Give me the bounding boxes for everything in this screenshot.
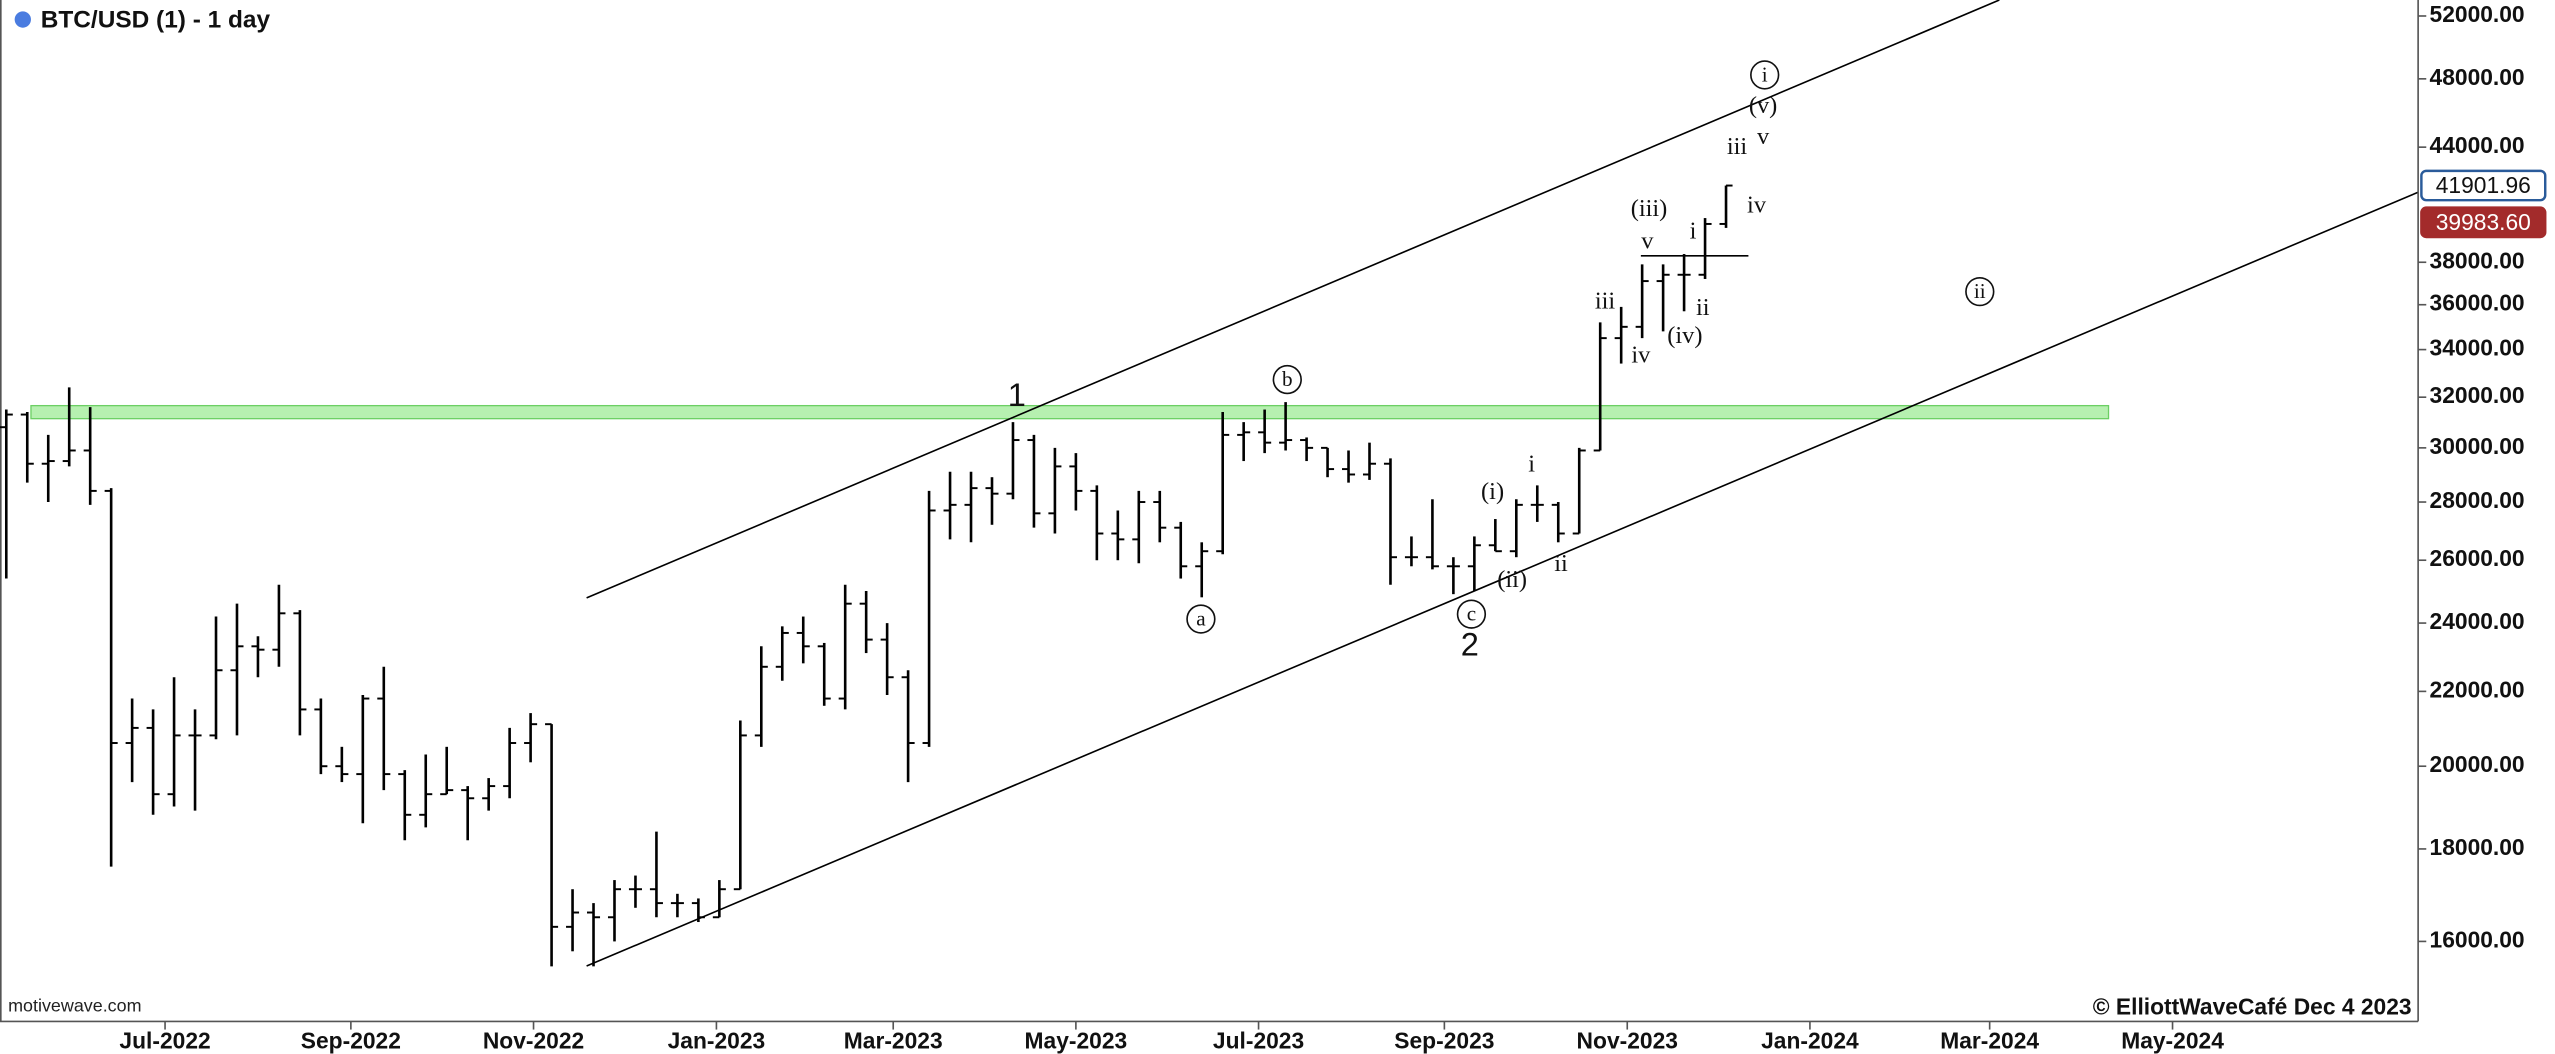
wave-label: v bbox=[1757, 123, 1770, 150]
x-tick-label: Sep-2022 bbox=[301, 1028, 401, 1054]
y-tick-label: 22000.00 bbox=[2430, 676, 2525, 702]
wave-label: iv bbox=[1747, 192, 1767, 219]
x-tick-label: May-2024 bbox=[2121, 1028, 2224, 1054]
wave-label: iii bbox=[1595, 288, 1616, 315]
x-tick-label: Nov-2023 bbox=[1577, 1028, 1678, 1054]
price-bars bbox=[0, 184, 1733, 967]
upper-channel-line bbox=[586, 0, 2000, 599]
x-tick-label: Nov-2022 bbox=[483, 1028, 584, 1054]
wave-label: (ii) bbox=[1497, 566, 1527, 593]
price-label-box bbox=[2420, 206, 2547, 239]
wave-label: (iii) bbox=[1631, 195, 1668, 222]
y-tick-label: 48000.00 bbox=[2430, 64, 2525, 90]
wave-label: ii bbox=[1696, 294, 1710, 321]
lower-channel-line bbox=[586, 191, 2419, 967]
y-tick-label: 52000.00 bbox=[2430, 1, 2525, 27]
resistance-zone bbox=[30, 404, 2110, 420]
wave-label: v bbox=[1641, 227, 1654, 254]
wave-label: c bbox=[1467, 602, 1476, 626]
wave-label: i bbox=[1690, 218, 1697, 245]
y-tick-label: 16000.00 bbox=[2430, 926, 2525, 952]
y-tick-label: 24000.00 bbox=[2430, 608, 2525, 634]
wave-label: iv bbox=[1631, 341, 1651, 368]
x-tick-label: May-2023 bbox=[1025, 1028, 1128, 1054]
title-dot bbox=[14, 11, 31, 28]
wave-label: a bbox=[1196, 607, 1206, 631]
wave-label: 2 bbox=[1461, 626, 1479, 662]
y-tick-label: 26000.00 bbox=[2430, 545, 2525, 571]
y-tick-label: 34000.00 bbox=[2430, 335, 2525, 361]
y-tick-label: 36000.00 bbox=[2430, 290, 2525, 316]
wave-label: ii bbox=[1554, 550, 1568, 577]
y-tick-label: 28000.00 bbox=[2430, 487, 2525, 513]
wave-circle bbox=[1750, 60, 1780, 90]
y-tick-label: 44000.00 bbox=[2430, 132, 2525, 158]
x-tick-label: Jan-2023 bbox=[668, 1028, 766, 1054]
wave-circle bbox=[1186, 604, 1216, 634]
x-tick-label: Mar-2024 bbox=[1940, 1028, 2039, 1054]
wave-label: ii bbox=[1974, 279, 1986, 303]
wave-label: i bbox=[1762, 62, 1768, 86]
y-tick-label: 20000.00 bbox=[2430, 751, 2525, 777]
x-tick-label: Sep-2023 bbox=[1394, 1028, 1494, 1054]
y-tick-label: 38000.00 bbox=[2430, 247, 2525, 273]
x-tick-label: Mar-2023 bbox=[844, 1028, 943, 1054]
wave-label: (i) bbox=[1481, 478, 1504, 505]
wave-label: b bbox=[1282, 367, 1293, 391]
chart-title: BTC/USD (1) - 1 day bbox=[41, 7, 271, 34]
y-tick-label: 30000.00 bbox=[2430, 433, 2525, 459]
y-tick-label: 32000.00 bbox=[2430, 382, 2525, 408]
x-tick-label: Jan-2024 bbox=[1761, 1028, 1859, 1054]
wave-circle bbox=[1965, 276, 1995, 307]
wave-label: iii bbox=[1727, 133, 1748, 160]
price-label-text: 39983.60 bbox=[2436, 209, 2531, 235]
credit-label: © ElliottWaveCafé Dec 4 2023 bbox=[2093, 993, 2412, 1019]
price-label-text: 41901.96 bbox=[2436, 172, 2531, 198]
wave-label: (iv) bbox=[1667, 322, 1702, 349]
x-tick-label: Jul-2023 bbox=[1213, 1028, 1304, 1054]
wave-circle bbox=[1456, 599, 1487, 629]
wave-circle bbox=[1272, 364, 1302, 395]
price-label-box bbox=[2420, 169, 2547, 202]
y-tick-label: 18000.00 bbox=[2430, 834, 2525, 860]
source-label: motivewave.com bbox=[8, 995, 141, 1015]
x-tick-label: Jul-2022 bbox=[119, 1028, 210, 1054]
wave-label: i bbox=[1528, 451, 1535, 478]
wave-label: 1 bbox=[1008, 377, 1026, 413]
wave-label: (v) bbox=[1749, 92, 1777, 119]
